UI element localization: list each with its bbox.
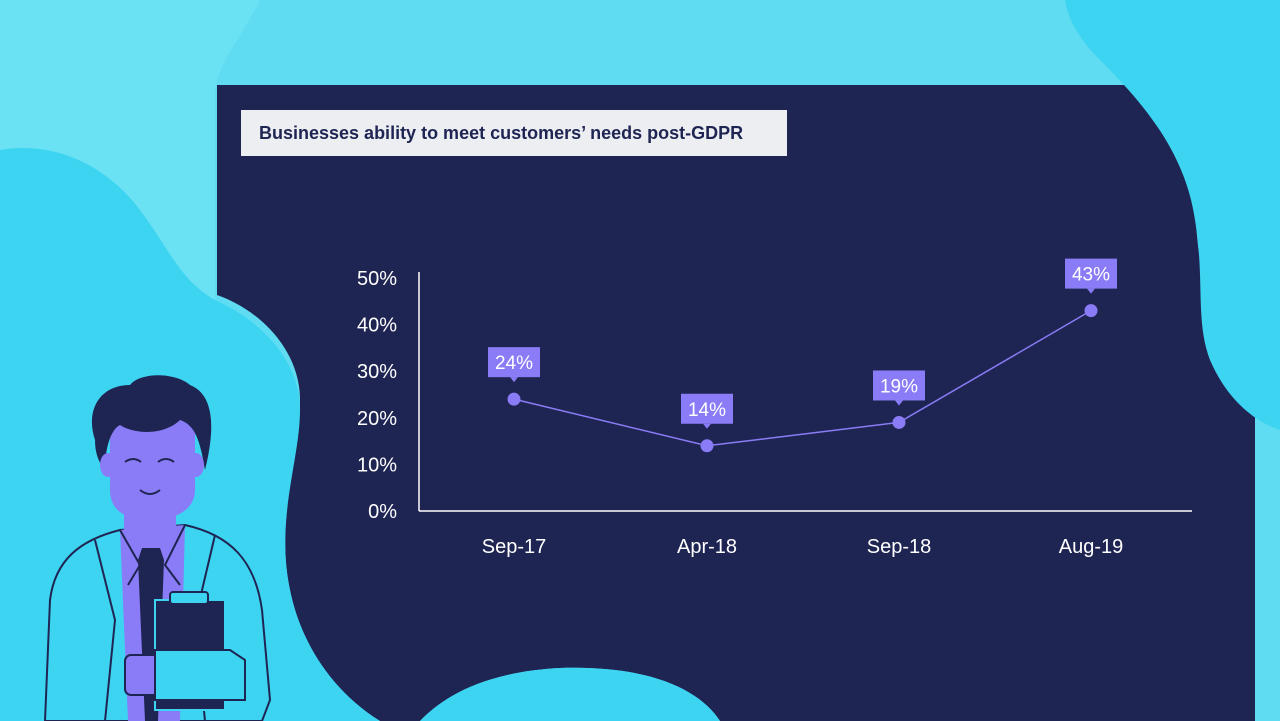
collar-left <box>119 529 142 586</box>
data-label-callout: 19% <box>873 370 925 406</box>
data-label-callout: 14% <box>681 393 733 429</box>
data-label-callout: 43% <box>1065 258 1117 294</box>
chart-panel <box>217 85 1255 721</box>
data-label-pointer <box>895 400 903 406</box>
y-tick-label: 30% <box>357 361 397 383</box>
x-tick-label: Sep-18 <box>867 536 932 558</box>
data-label: 19% <box>880 376 918 397</box>
y-tick-label: 20% <box>357 408 397 430</box>
data-label: 43% <box>1072 265 1110 286</box>
lapel-left <box>94 539 117 721</box>
cyan-blob-right <box>1065 0 1280 430</box>
light-blob-top-left <box>0 0 260 300</box>
ear-left <box>100 453 116 477</box>
data-series <box>507 304 1098 453</box>
y-tick-label: 10% <box>357 454 397 476</box>
data-label: 14% <box>688 400 726 421</box>
data-label-box <box>873 370 925 401</box>
x-axis: Sep-17 Apr-18 Sep-18 Aug-19 <box>419 510 1192 558</box>
data-label-pointer <box>1087 288 1095 294</box>
eye-left <box>124 458 142 463</box>
cyan-wave-bottom <box>420 667 720 721</box>
eye-right <box>157 458 175 463</box>
person-illustration <box>43 375 272 721</box>
data-label-pointer <box>510 377 518 383</box>
data-point <box>1084 304 1098 318</box>
data-point <box>700 439 714 453</box>
clipboard-clip <box>169 591 209 605</box>
x-tick-label: Sep-17 <box>482 536 547 558</box>
data-label: 24% <box>495 353 533 374</box>
x-tick-label: Aug-19 <box>1059 536 1124 558</box>
data-label-callout: 24% <box>488 347 540 383</box>
ear-right <box>188 453 204 477</box>
y-tick-label: 0% <box>368 501 397 523</box>
chart-title: Businesses ability to meet customers’ ne… <box>241 110 787 156</box>
data-label-box <box>488 347 540 378</box>
y-tick-label: 40% <box>357 315 397 337</box>
data-label-box <box>1065 258 1117 289</box>
data-label-pointer <box>703 423 711 429</box>
x-tick-label: Apr-18 <box>677 536 737 558</box>
sleeve <box>154 649 246 701</box>
data-labels: 24% 14% 19% 43% <box>488 258 1117 429</box>
data-point <box>507 392 521 406</box>
mouth <box>139 489 161 495</box>
data-point <box>892 415 906 429</box>
hair <box>91 375 212 470</box>
y-tick-label: 50% <box>357 268 397 290</box>
collar-right <box>163 524 186 586</box>
series-line <box>513 309 1092 447</box>
data-label-box <box>681 393 733 424</box>
y-axis: 0% 10% 20% 30% 40% 50% <box>357 268 420 523</box>
